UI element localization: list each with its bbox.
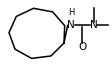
Text: H: H	[68, 8, 74, 17]
Text: N: N	[90, 20, 97, 30]
Text: O: O	[78, 42, 86, 52]
Text: N: N	[67, 20, 75, 30]
